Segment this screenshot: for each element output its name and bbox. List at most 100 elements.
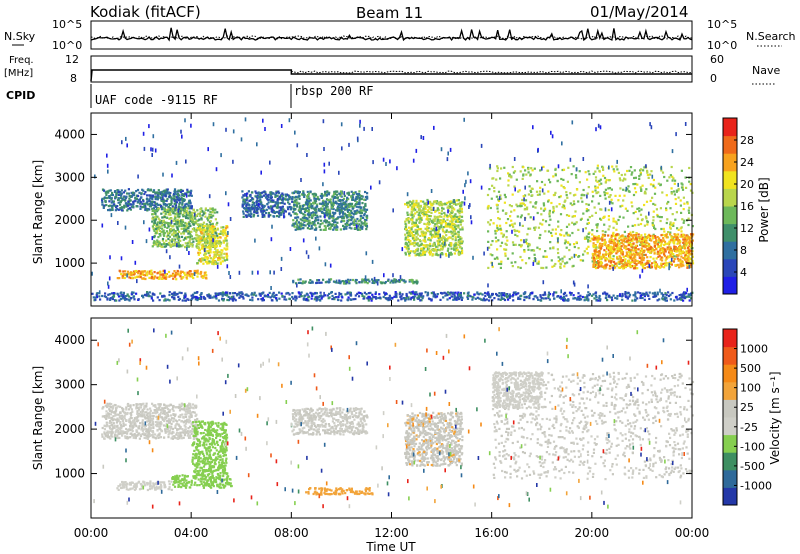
heatmap-cell [635,263,638,266]
heatmap-cell [286,194,289,197]
heatmap-cell [204,237,207,240]
heatmap-cell [499,224,502,227]
heatmap-cell [352,191,355,194]
heatmap-cell [335,228,338,231]
heatmap-cell [205,233,208,236]
heatmap-cell [675,190,678,193]
heatmap-cell [176,269,179,273]
heatmap-cell [668,266,672,269]
heatmap-cell [613,248,616,251]
heatmap-cell [565,225,569,228]
heatmap-cell [662,250,665,253]
heatmap-cell [533,253,536,256]
heatmap-cell [649,266,652,269]
heatmap-cell [665,194,668,197]
heatmap-cell [608,238,611,241]
heatmap-cell [691,225,694,228]
heatmap-cell [432,218,435,221]
heatmap-cell [516,215,519,218]
heatmap-cell [298,226,301,229]
heatmap-cell [177,225,181,228]
heatmap-cell [189,242,192,246]
heatmap-cell [364,210,367,213]
heatmap-cell [647,247,651,250]
heatmap-cell [162,200,165,203]
heatmap-cell [687,246,690,249]
heatmap-cell [220,256,223,259]
heatmap-cell [159,233,162,236]
heatmap-cell [431,219,434,222]
heatmap-cell [160,196,164,199]
heatmap-cell [408,252,411,255]
heatmap-cell [423,251,426,254]
heatmap-cell [438,201,441,204]
heatmap-cell [199,251,202,255]
heatmap-cell [347,210,350,213]
heatmap-cell [520,214,523,217]
heatmap-cell [614,194,617,197]
heatmap-cell [185,202,188,205]
heatmap-cell [441,252,444,255]
heatmap-cell [112,204,115,207]
heatmap-cell [445,234,448,237]
heatmap-cell [173,243,176,246]
heatmap-cell [616,255,619,259]
heatmap-cell [144,191,147,194]
heatmap-cell [334,209,338,212]
heatmap-cell [183,272,186,275]
heatmap-cell [525,238,528,241]
heatmap-cell [157,227,160,230]
heatmap-cell [675,233,678,236]
heatmap-cell [327,192,330,195]
heatmap-cell [647,261,650,264]
heatmap-cell [577,247,580,250]
heatmap-cell [136,188,140,192]
heatmap-cell [433,241,436,244]
heatmap-cell [308,216,311,219]
heatmap-cell [503,166,506,169]
heatmap-cell [459,205,462,208]
heatmap-cell [339,228,342,231]
heatmap-cell [222,241,226,244]
heatmap-cell [329,216,332,219]
heatmap-cell [152,208,155,212]
heatmap-cell [571,221,574,224]
heatmap-cell [593,251,597,254]
heatmap-cell [422,253,425,256]
heatmap-cell [640,259,643,262]
heatmap-cell [163,215,166,219]
heatmap-cell [607,187,610,190]
heatmap-cell [179,209,182,213]
heatmap-cell [315,198,318,201]
heatmap-cell [486,206,490,209]
heatmap-cell [585,247,588,250]
heatmap-cell [447,200,450,203]
freq-tick-bottom: 8 [70,72,77,85]
heatmap-cell [689,183,692,186]
heatmap-cell [174,232,177,235]
heatmap-cell [332,203,335,206]
heatmap-cell [613,244,616,247]
heatmap-cell [409,234,412,237]
heatmap-cell [654,263,657,266]
heatmap-cell [316,216,319,219]
heatmap-cell [450,201,453,204]
heatmap-cell [208,236,211,239]
heatmap-cell [406,211,409,214]
heatmap-cell [129,195,132,198]
heatmap-cell [659,219,662,223]
heatmap-cell [538,190,542,193]
heatmap-cell [460,237,463,240]
heatmap-cell [447,247,450,250]
heatmap-cell [404,251,407,254]
heatmap-cell [531,169,534,172]
heatmap-cell [448,223,451,226]
heatmap-cell [327,215,330,218]
heatmap-cell [438,226,441,229]
heatmap-cell [666,236,670,239]
heatmap-cell [688,261,691,264]
heatmap-cell [120,192,123,195]
heatmap-cell [293,222,296,225]
heatmap-cell [615,228,618,231]
heatmap-cell [360,215,363,218]
